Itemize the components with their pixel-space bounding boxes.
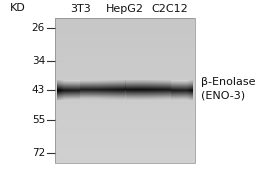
Bar	[55, 18, 195, 163]
Text: β-Enolase
(ENO-3): β-Enolase (ENO-3)	[201, 77, 255, 100]
Text: 55: 55	[32, 115, 45, 125]
Text: 34: 34	[32, 56, 45, 66]
Text: 26: 26	[32, 23, 45, 33]
Text: 3T3: 3T3	[70, 4, 91, 14]
Text: HepG2: HepG2	[106, 4, 144, 14]
Text: C2C12: C2C12	[152, 4, 188, 14]
Text: 72: 72	[32, 148, 45, 158]
Text: KD: KD	[10, 3, 26, 13]
Text: 43: 43	[32, 85, 45, 95]
